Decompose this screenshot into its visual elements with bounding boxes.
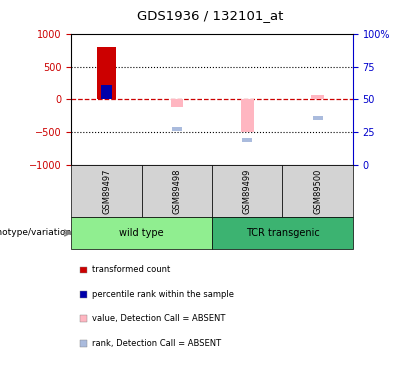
Text: genotype/variation: genotype/variation (0, 228, 71, 237)
Text: value, Detection Call = ABSENT: value, Detection Call = ABSENT (92, 314, 225, 323)
Bar (212, 217, 353, 249)
Text: GDS1936 / 132101_at: GDS1936 / 132101_at (137, 9, 283, 22)
Bar (242, 138, 252, 142)
Bar (313, 116, 323, 120)
Text: wild type: wild type (119, 228, 164, 238)
Bar (71, 165, 142, 217)
Text: GSM89498: GSM89498 (173, 168, 181, 214)
Text: transformed count: transformed count (92, 266, 170, 274)
Bar (71, 217, 212, 249)
Text: rank, Detection Call = ABSENT: rank, Detection Call = ABSENT (92, 339, 221, 348)
Text: GSM89497: GSM89497 (102, 168, 111, 214)
Bar (171, 99, 183, 107)
Bar (97, 47, 116, 99)
Bar (212, 165, 282, 217)
Text: TCR transgenic: TCR transgenic (246, 228, 319, 238)
Bar (172, 127, 182, 131)
Bar (101, 85, 112, 99)
Bar (241, 99, 254, 132)
Text: GSM89499: GSM89499 (243, 168, 252, 214)
Text: percentile rank within the sample: percentile rank within the sample (92, 290, 234, 299)
Text: GSM89500: GSM89500 (313, 168, 322, 214)
Bar (311, 95, 324, 99)
Bar (282, 165, 353, 217)
Bar (142, 165, 212, 217)
